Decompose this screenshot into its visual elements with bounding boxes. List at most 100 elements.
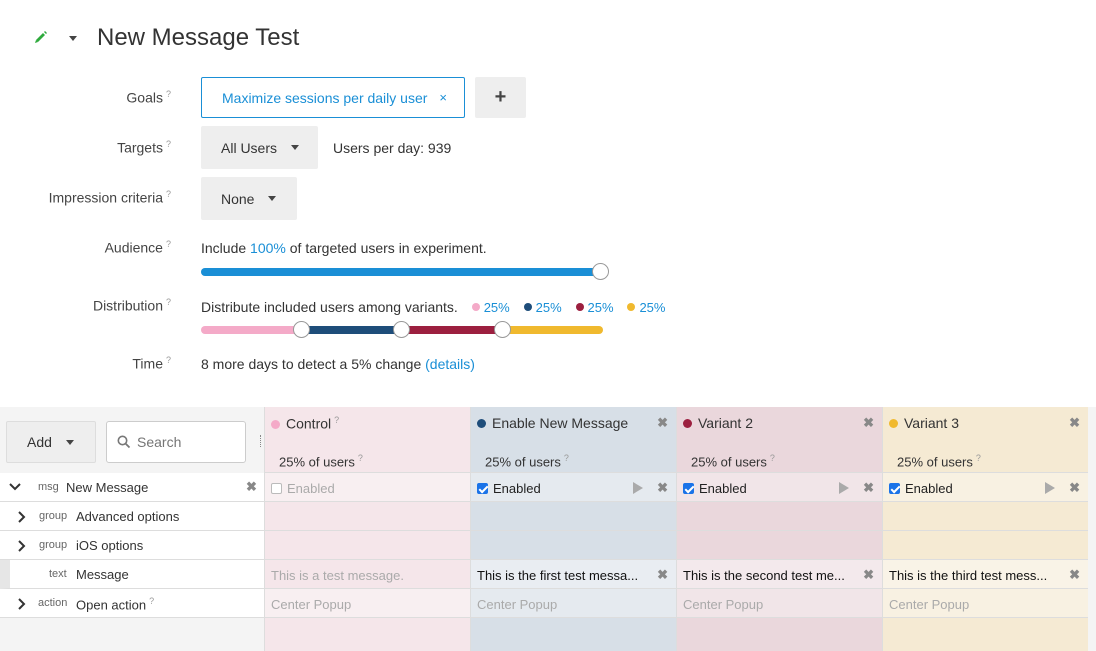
action-cell[interactable]: Center Popup bbox=[477, 597, 558, 612]
variant-name[interactable]: Enable New Message bbox=[477, 415, 628, 431]
enabled-checkbox[interactable]: Enabled bbox=[683, 481, 747, 496]
variant-name[interactable]: Variant 2 bbox=[683, 415, 753, 431]
table-row[interactable]: This is the second test me... ✖ bbox=[677, 560, 882, 589]
distribution-segment bbox=[402, 326, 503, 334]
enabled-checkbox[interactable]: Enabled bbox=[889, 481, 953, 496]
help-icon[interactable]: ? bbox=[357, 453, 363, 463]
search-input[interactable] bbox=[137, 434, 237, 450]
audience-slider-fill bbox=[201, 268, 601, 276]
distribution-segment bbox=[502, 326, 603, 334]
table-row[interactable]: Center Popup bbox=[677, 589, 882, 618]
play-icon[interactable] bbox=[1045, 482, 1055, 494]
caret-down-icon[interactable] bbox=[69, 36, 77, 41]
users-per-day-link[interactable]: Users per day: 939 bbox=[333, 140, 452, 156]
row-name[interactable]: New Message bbox=[66, 480, 149, 495]
message-cell[interactable]: This is the third test mess... bbox=[889, 568, 1048, 583]
audience-text: Include 100% of targeted users in experi… bbox=[201, 240, 487, 256]
audience-percent[interactable]: 100% bbox=[250, 240, 286, 256]
close-icon[interactable]: ✖ bbox=[657, 480, 668, 495]
table-row[interactable]: Center Popup bbox=[265, 589, 470, 618]
variant-dot-icon bbox=[271, 419, 280, 429]
help-icon[interactable]: ? bbox=[165, 239, 171, 249]
table-row bbox=[883, 531, 1088, 560]
close-icon[interactable]: ✖ bbox=[863, 415, 874, 430]
distribution-slider-handle[interactable] bbox=[393, 321, 410, 338]
help-icon[interactable]: ? bbox=[165, 89, 171, 99]
details-link[interactable]: (details) bbox=[425, 356, 475, 372]
list-item[interactable]: group Advanced options bbox=[0, 502, 264, 531]
remove-goal-icon[interactable]: × bbox=[439, 90, 447, 105]
row-name: Advanced options bbox=[76, 509, 180, 524]
experiment-settings-panel: New Message Test Goals? Maximize session… bbox=[34, 24, 666, 372]
help-icon[interactable]: ? bbox=[165, 139, 171, 149]
row-kind: action bbox=[38, 597, 68, 609]
message-cell[interactable]: This is a test message. bbox=[271, 568, 404, 583]
enabled-checkbox[interactable]: Enabled bbox=[477, 481, 541, 496]
message-cell[interactable]: This is the first test messa... bbox=[477, 568, 639, 583]
play-icon[interactable] bbox=[633, 482, 643, 494]
help-icon[interactable]: ? bbox=[149, 596, 155, 606]
list-item[interactable]: action Open action? bbox=[0, 589, 264, 618]
chevron-down-icon[interactable] bbox=[9, 483, 21, 491]
table-row[interactable]: This is the third test mess... ✖ bbox=[883, 560, 1088, 589]
audience-slider-track[interactable] bbox=[201, 268, 601, 276]
variant-name[interactable]: Variant 3 bbox=[889, 415, 959, 431]
row-kind: group bbox=[39, 510, 68, 522]
close-icon[interactable]: ✖ bbox=[657, 567, 668, 582]
help-icon[interactable]: ? bbox=[334, 415, 340, 425]
table-row: Enabled ✖ bbox=[677, 473, 882, 502]
variant-percent: 25% of users? bbox=[897, 453, 981, 470]
help-icon[interactable]: ? bbox=[165, 189, 171, 199]
enabled-checkbox[interactable]: Enabled bbox=[271, 481, 335, 496]
chevron-right-icon[interactable] bbox=[18, 598, 26, 610]
help-icon[interactable]: ? bbox=[165, 297, 171, 307]
impression-dropdown[interactable]: None bbox=[201, 177, 297, 220]
distribution-text: Distribute included users among variants… bbox=[201, 299, 666, 315]
list-item[interactable]: msg New Message ✖ bbox=[0, 473, 264, 502]
message-cell[interactable]: This is the second test me... bbox=[683, 568, 845, 583]
close-icon[interactable]: ✖ bbox=[863, 480, 874, 495]
action-cell[interactable]: Center Popup bbox=[889, 597, 970, 612]
close-icon[interactable]: ✖ bbox=[1069, 415, 1080, 430]
goal-chip[interactable]: Maximize sessions per daily user × bbox=[201, 77, 465, 118]
targets-label: Targets? bbox=[117, 139, 171, 156]
checkbox-icon[interactable] bbox=[477, 483, 488, 494]
close-icon[interactable]: ✖ bbox=[657, 415, 668, 430]
table-row[interactable]: Center Popup bbox=[883, 589, 1088, 618]
distribution-slider-handle[interactable] bbox=[493, 321, 511, 338]
help-icon[interactable]: ? bbox=[165, 355, 171, 365]
add-goal-button[interactable]: + bbox=[475, 77, 526, 118]
pencil-icon[interactable] bbox=[34, 30, 48, 44]
audience-slider-handle[interactable] bbox=[592, 263, 609, 280]
action-cell[interactable]: Center Popup bbox=[683, 597, 764, 612]
list-item[interactable]: group iOS options bbox=[0, 531, 264, 560]
table-row[interactable]: Center Popup bbox=[471, 589, 676, 618]
close-icon[interactable]: ✖ bbox=[1069, 480, 1080, 495]
help-icon[interactable]: ? bbox=[563, 453, 569, 463]
close-icon[interactable]: ✖ bbox=[1069, 567, 1080, 582]
impression-label: Impression criteria? bbox=[48, 189, 171, 206]
table-row[interactable]: This is the first test messa... ✖ bbox=[471, 560, 676, 589]
table-row bbox=[471, 502, 676, 531]
table-row[interactable]: This is a test message. bbox=[265, 560, 470, 589]
close-icon[interactable]: ✖ bbox=[246, 479, 257, 494]
search-field[interactable] bbox=[106, 421, 246, 463]
checkbox-icon[interactable] bbox=[683, 483, 694, 494]
distribution-slider-handle[interactable] bbox=[292, 321, 310, 338]
help-icon[interactable]: ? bbox=[769, 453, 775, 463]
checkbox-icon[interactable] bbox=[889, 483, 900, 494]
chevron-right-icon[interactable] bbox=[18, 540, 26, 552]
checkbox-icon[interactable] bbox=[271, 483, 282, 494]
action-cell[interactable]: Center Popup bbox=[271, 597, 352, 612]
add-button[interactable]: Add bbox=[6, 421, 96, 463]
chevron-right-icon[interactable] bbox=[18, 511, 26, 523]
close-icon[interactable]: ✖ bbox=[863, 567, 874, 582]
resize-handle[interactable] bbox=[260, 435, 262, 447]
variant-percent: 25% of users? bbox=[279, 453, 363, 470]
list-item[interactable]: text Message bbox=[0, 560, 264, 589]
targets-dropdown[interactable]: All Users bbox=[201, 126, 318, 169]
distribution-slider-track[interactable] bbox=[201, 326, 603, 334]
help-icon[interactable]: ? bbox=[975, 453, 981, 463]
play-icon[interactable] bbox=[839, 482, 849, 494]
variant-name[interactable]: Control? bbox=[271, 415, 339, 432]
